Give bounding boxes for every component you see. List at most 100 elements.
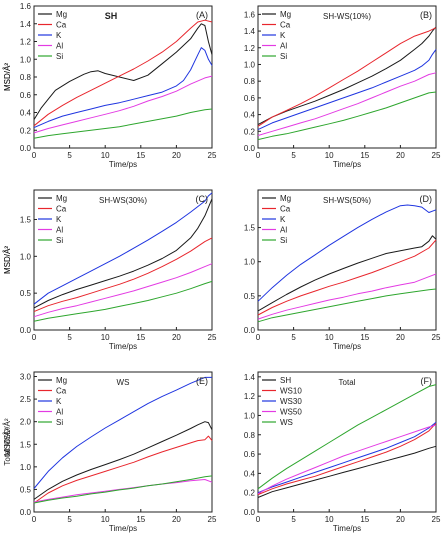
x-tick-label: 10 [101,515,110,524]
x-tick-label: 20 [396,333,405,342]
panel-title: SH [105,11,118,21]
legend-label: K [56,397,62,406]
y-tick-label: 0.5 [20,289,32,298]
x-axis-title: Time/ps [109,342,137,351]
y-tick-label: 2.0 [20,418,32,427]
y-tick-label: 1.0 [20,55,32,64]
x-tick-label: 15 [360,151,369,160]
x-tick-label: 0 [256,515,261,524]
y-tick-label: 1.5 [20,215,32,224]
y-axis-title: MSD/Å² [3,246,12,274]
series-line-k [33,47,213,129]
y-tick-label: 0.8 [244,431,256,440]
series-line-k [33,192,213,305]
series-line-ca [33,237,213,313]
legend-label: WS50 [280,408,302,417]
y-axis-title: MSD/Å² [3,63,12,91]
series-line-si [257,91,437,141]
x-tick-label: 5 [67,515,72,524]
panel-3: 0 5 10 15 20 25 0.0 0.5 1.0 1.5 Time/ps MSD/Å² Mg CaK… [3,189,217,351]
legend-label: Ca [280,21,291,30]
legend-label: WS10 [280,387,302,396]
y-tick-label: 0.0 [244,326,256,335]
x-tick-label: 25 [432,333,441,342]
x-tick-label: 20 [172,515,181,524]
y-tick-label: 1.4 [244,27,256,36]
panel-title: WS [117,378,130,387]
series-line-al [257,72,437,136]
legend-label: Ca [280,205,291,214]
x-axis-title: Time/ps [109,160,137,169]
y-axis-title: Total MSD/Å² [3,418,12,465]
series-line-ws10 [257,422,437,496]
legend-label: Ca [56,21,67,30]
x-tick-label: 0 [32,515,37,524]
series-line-ws [257,384,437,490]
y-tick-label: 0.4 [20,109,32,118]
panel-2: 0 5 10 15 20 25 0.0 0.2 0.4 0.6 0.8 1.0 1.2 1.4 1.6 Tim… [3,5,441,169]
legend-label: Si [280,236,287,245]
series-line-si [33,280,213,322]
legend-label: Al [56,408,63,417]
series-line-ca [33,435,213,504]
y-tick-label: 0.4 [244,469,256,478]
x-axis-title: Time/ps [109,524,137,533]
series-line-ws30 [257,421,437,494]
legend-label: K [56,31,62,40]
series-line-ws50 [257,424,437,495]
y-tick-label: 0.2 [244,127,256,136]
y-tick-label: 0.6 [244,450,256,459]
plot-frame [257,371,437,513]
y-tick-label: 3.0 [20,373,32,382]
y-tick-label: 1.2 [20,38,32,47]
x-tick-label: 25 [208,333,217,342]
y-tick-label: 1.4 [244,373,256,382]
y-tick-label: 0.4 [244,111,256,120]
legend-label: Mg [280,194,291,203]
series-line-k [33,376,212,489]
panel-title: SH-WS(30%) [99,196,147,205]
y-tick-label: 0.6 [20,91,32,100]
panel-1: 0 5 10 15 20 25 0.0 0.2 0.4 0.6 0.8 1.0 1.2 1.4 1.6 Tim… [3,2,217,169]
y-tick-label: 1.0 [244,411,256,420]
x-tick-label: 0 [32,333,37,342]
x-tick-label: 10 [101,333,110,342]
panel-letter: (C) [196,194,209,204]
x-tick-label: 20 [172,151,181,160]
y-tick-label: 0.0 [20,144,32,153]
y-tick-label: 1.2 [244,44,256,53]
plot-frame [33,371,213,513]
x-tick-label: 25 [432,151,441,160]
y-axis-title: MSD/Å² [3,63,12,91]
x-tick-label: 0 [32,151,37,160]
x-tick-label: 5 [67,151,72,160]
legend-label: Al [280,226,287,235]
y-tick-label: 0.2 [20,126,32,135]
legend-label: Al [56,42,63,51]
x-axis-title: Time/ps [333,524,361,533]
x-tick-label: 15 [136,515,145,524]
x-tick-label: 25 [208,151,217,160]
series-line-k [257,204,437,302]
y-tick-label: 1.5 [20,440,32,449]
x-tick-label: 5 [67,333,72,342]
x-tick-label: 25 [432,515,441,524]
legend-label: Si [280,52,287,61]
y-tick-label: 0.6 [244,94,256,103]
plot-frame [257,189,437,331]
y-tick-label: 1.0 [244,258,256,267]
legend-label: WS [280,418,293,427]
y-tick-label: 1.4 [20,20,32,29]
y-tick-label: 0.8 [20,73,32,82]
y-tick-label: 0.0 [244,144,256,153]
series-line-si [33,108,213,139]
legend-label: Mg [280,10,291,19]
series-line-ca [257,27,437,127]
x-tick-label: 5 [291,151,296,160]
legend-label: Al [280,42,287,51]
x-tick-label: 5 [291,333,296,342]
x-tick-label: 15 [360,515,369,524]
x-tick-label: 15 [360,333,369,342]
x-tick-label: 10 [325,333,334,342]
